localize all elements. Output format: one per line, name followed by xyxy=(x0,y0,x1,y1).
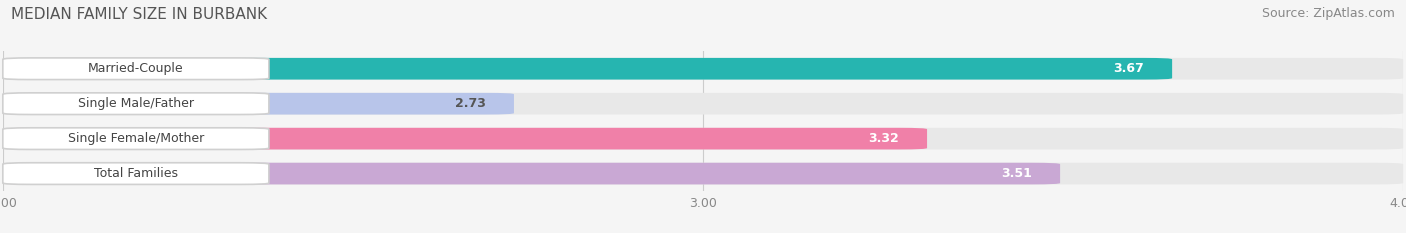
Text: 3.67: 3.67 xyxy=(1114,62,1144,75)
Text: 2.73: 2.73 xyxy=(456,97,486,110)
FancyBboxPatch shape xyxy=(3,58,1403,80)
FancyBboxPatch shape xyxy=(3,58,1173,80)
Text: Source: ZipAtlas.com: Source: ZipAtlas.com xyxy=(1261,7,1395,20)
Text: Single Male/Father: Single Male/Father xyxy=(77,97,194,110)
FancyBboxPatch shape xyxy=(3,58,269,80)
FancyBboxPatch shape xyxy=(3,163,1403,185)
Text: 3.32: 3.32 xyxy=(869,132,898,145)
Text: Single Female/Mother: Single Female/Mother xyxy=(67,132,204,145)
FancyBboxPatch shape xyxy=(3,163,1060,185)
FancyBboxPatch shape xyxy=(3,93,1403,115)
FancyBboxPatch shape xyxy=(3,93,269,115)
FancyBboxPatch shape xyxy=(3,163,269,185)
FancyBboxPatch shape xyxy=(3,128,269,150)
FancyBboxPatch shape xyxy=(3,128,927,150)
Text: MEDIAN FAMILY SIZE IN BURBANK: MEDIAN FAMILY SIZE IN BURBANK xyxy=(11,7,267,22)
Text: Married-Couple: Married-Couple xyxy=(89,62,184,75)
FancyBboxPatch shape xyxy=(3,93,515,115)
Text: Total Families: Total Families xyxy=(94,167,177,180)
FancyBboxPatch shape xyxy=(3,128,1403,150)
Text: 3.51: 3.51 xyxy=(1001,167,1032,180)
